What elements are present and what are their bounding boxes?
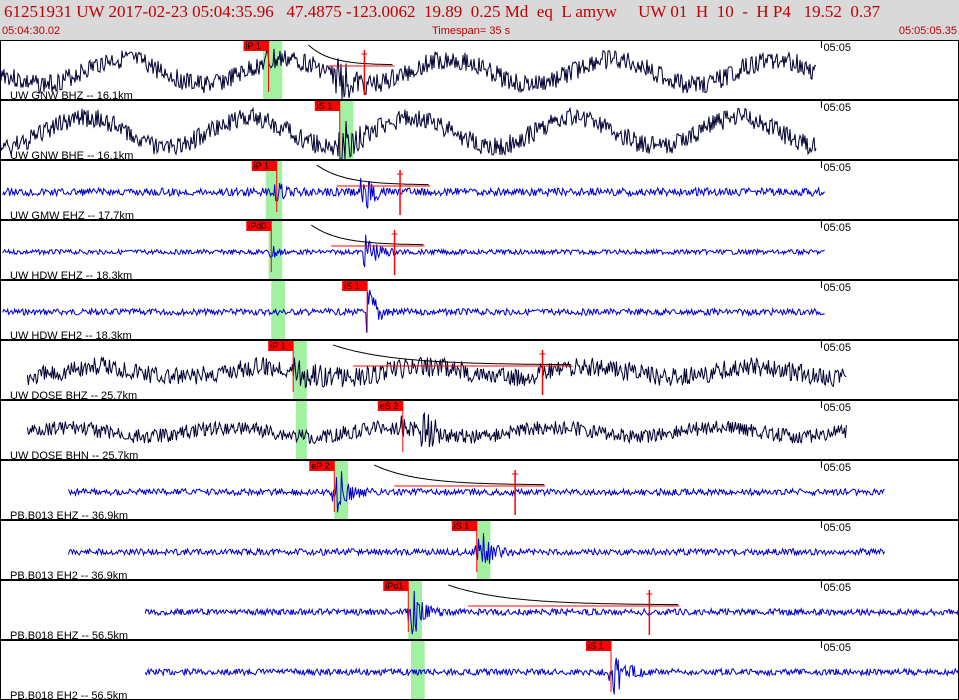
waveform [2, 177, 826, 209]
trace-label: UW GNW BHZ -- 16.1km [10, 90, 133, 102]
minute-label: 05:05 [823, 222, 851, 234]
pick-label: eP 2 [311, 461, 329, 471]
minute-label: 05:05 [823, 282, 851, 294]
trace-panel: 05:05 iS 1 UW HDW EH2 -- 18.3km [0, 280, 959, 342]
trace-label: UW HDW EHZ -- 18.3km [10, 270, 132, 282]
pick-label: iS 1 [588, 641, 604, 651]
panel-border [0, 460, 959, 520]
pick-label: iS 1 [344, 281, 360, 291]
trace-label: PB,B018 EH2 -- 56.5km [10, 690, 127, 700]
end-time: 05:05:05.35 [898, 25, 957, 37]
coda-curve [308, 44, 393, 66]
trace-panel: 05:05 iS 1 PB,B018 EH2 -- 56.5km [0, 640, 959, 700]
pick-label: iP 1 [254, 161, 269, 171]
trace-label: PB,B018 EHZ -- 56.5km [10, 630, 128, 642]
timespan-label: Timespan= 35 s [432, 25, 511, 37]
pick-label: iS 1 [454, 521, 470, 531]
waveform [26, 356, 847, 389]
trace-label: UW HDW EH2 -- 18.3km [10, 330, 132, 342]
coda-curve [316, 164, 429, 186]
pick-window [476, 521, 491, 579]
coda-curve [448, 584, 679, 606]
trace-panel: 05:05 eS 2 UW DOSE BHN -- 25.7km [0, 400, 959, 462]
waveform [2, 234, 825, 268]
pick-box [383, 581, 409, 591]
pick-box [377, 401, 403, 411]
pick-label: iP 1 [270, 341, 285, 351]
trace-label: UW GMW EHZ -- 17.7km [10, 210, 134, 222]
pick-label: iP 1 [246, 41, 261, 51]
pick-box [246, 221, 272, 231]
panel-border [0, 400, 959, 460]
trace-panel: 05:05 iPd0 UW HDW EHZ -- 18.3km [0, 220, 959, 282]
header-bar: 61251931 UW 2017-02-23 05:04:35.96 47.48… [0, 0, 959, 40]
minute-label: 05:05 [823, 582, 851, 594]
trace-label: UW GNW BHE -- 16.1km [10, 150, 133, 162]
trace-label: PB,B013 EH2 -- 36.9km [10, 570, 127, 582]
waveform [26, 411, 847, 448]
trace-label: PB,B013 EHZ -- 36.9km [10, 510, 128, 522]
pick-label: eS 2 [380, 401, 399, 411]
pick-window [295, 401, 307, 459]
event-title: 61251931 UW 2017-02-23 05:04:35.96 47.48… [4, 2, 881, 21]
pick-label: iPd0 [248, 221, 266, 231]
pick-box [451, 521, 477, 531]
trace-panel: 05:05 eP 2 PB,B013 EHZ -- 36.9km [0, 460, 959, 522]
pick-box [309, 461, 335, 471]
waveform [2, 289, 825, 333]
trace-label: UW DOSE BHZ -- 25.7km [10, 390, 137, 402]
start-time: 05:04:30.02 [2, 25, 61, 37]
coda-curve [374, 464, 545, 486]
pick-box [586, 641, 612, 651]
pick-box [251, 161, 277, 171]
pick-box [268, 341, 294, 351]
trace-panel: 05:05 iP 1 UW GNW BHZ -- 16.1km [0, 40, 959, 102]
minute-label: 05:05 [823, 402, 851, 414]
pick-window [268, 221, 283, 279]
pick-label: iS 1 [317, 101, 333, 111]
pick-window [411, 641, 425, 699]
waveform [68, 471, 885, 513]
trace-panel: 05:05 iS 1 UW GNW BHE -- 16.1km [0, 100, 959, 162]
minute-label: 05:05 [823, 342, 851, 354]
trace-label: UW DOSE BHN -- 25.7km [10, 450, 138, 462]
waveform [144, 657, 959, 695]
coda-curve [333, 344, 572, 366]
trace-panel: 05:05 iP 1 UW DOSE BHZ -- 25.7km [0, 340, 959, 402]
panel-border [0, 340, 959, 400]
trace-panel: 05:05 iS 1 PB,B013 EH2 -- 36.9km [0, 520, 959, 582]
pick-box [314, 101, 340, 111]
pick-label: iPd1 [385, 581, 403, 591]
trace-panel: 05:05 iPd1 PB,B018 EHZ -- 56.5km [0, 580, 959, 642]
seismogram-plot: 05:05 iP 1 UW GNW BHZ -- 16.1km 05:05 iS 1 UW… [0, 40, 959, 700]
minute-label: 05:05 [823, 522, 851, 534]
pick-window [271, 281, 285, 339]
trace-panel: 05:05 iP 1 UW GMW EHZ -- 17.7km [0, 160, 959, 222]
minute-label: 05:05 [823, 162, 851, 174]
waveform [144, 590, 959, 635]
minute-label: 05:05 [823, 102, 851, 114]
coda-curve [311, 224, 424, 246]
minute-label: 05:05 [823, 642, 851, 654]
minute-label: 05:05 [823, 462, 851, 474]
pick-box [243, 41, 269, 51]
minute-label: 05:05 [823, 42, 851, 54]
pick-box [342, 281, 368, 291]
waveform [0, 106, 817, 160]
waveform [0, 48, 817, 100]
